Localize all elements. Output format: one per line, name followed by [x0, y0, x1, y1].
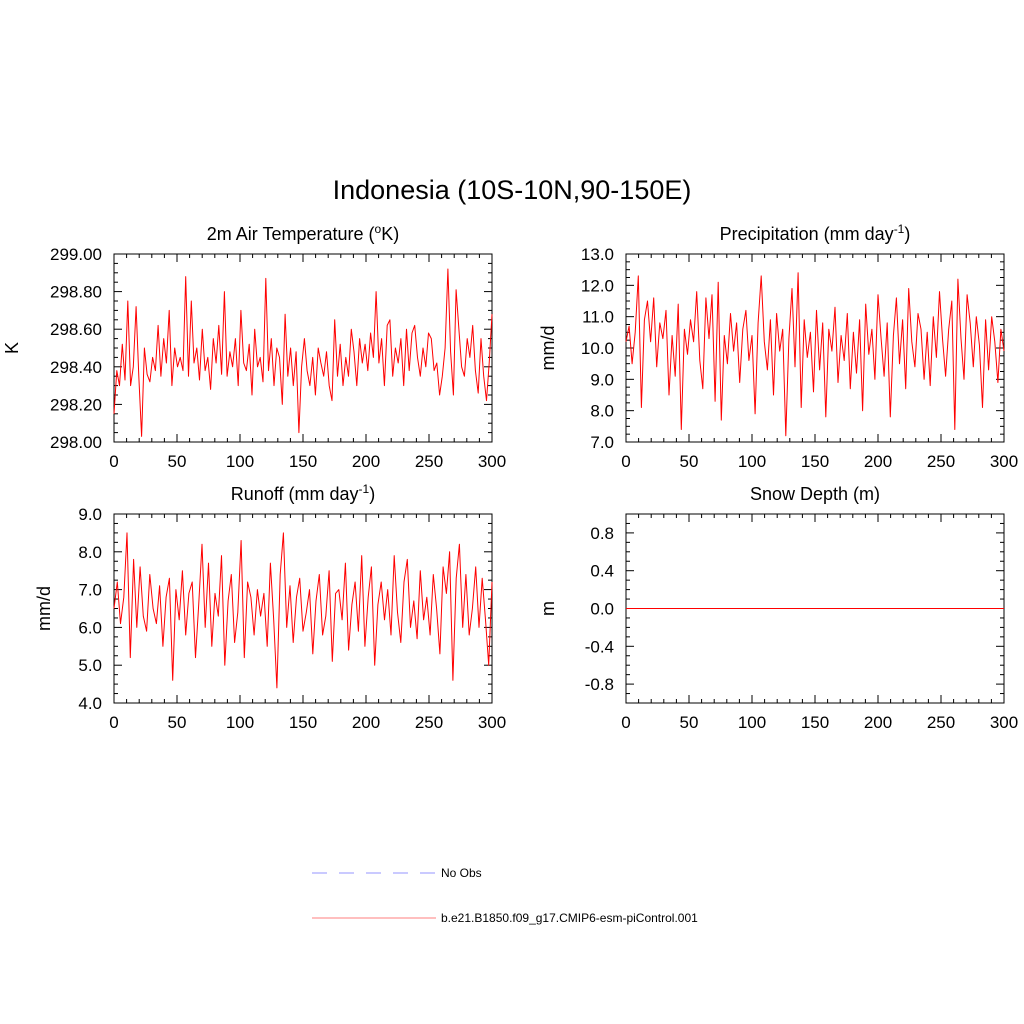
x-tick-label: 300 [990, 452, 1018, 471]
x-tick-label: 200 [864, 452, 892, 471]
y-tick-label: 7.0 [590, 433, 614, 452]
panel-title-end: ) [904, 224, 910, 244]
series-line [113, 532, 493, 689]
panel-3: Runoff (mm day-1) mm/d 0 50 100 150 200 250 300 9… [34, 482, 506, 732]
x-tick-label: 0 [621, 713, 630, 732]
x-tick-label: 50 [168, 713, 187, 732]
y-tick-label: 0.8 [590, 524, 614, 543]
y-tick-label: 12.0 [581, 276, 614, 295]
x-tick-label: 200 [864, 713, 892, 732]
x-tick-label: 200 [352, 452, 380, 471]
y-tick-label: 298.20 [50, 395, 102, 414]
panel-title-sup: -1 [359, 482, 370, 496]
series-line [625, 272, 1005, 437]
x-tick-label: 250 [415, 713, 443, 732]
x-tick-label: 300 [478, 452, 506, 471]
y-tick-label: -0.8 [585, 675, 614, 694]
legend-model-label: b.e21.B1850.f09_g17.CMIP6-esm-piControl.… [441, 911, 698, 925]
x-tick-label: 150 [289, 452, 317, 471]
panel-title: Runoff (mm day-1) [231, 482, 375, 504]
panel-title: Precipitation (mm day-1) [720, 222, 911, 244]
legend-no-obs-label: No Obs [441, 866, 482, 880]
panel-title-sup: -1 [894, 222, 905, 236]
panel-2: Precipitation (mm day-1) mm/d 0 50 100 150 200… [538, 222, 1018, 471]
panel-title-end: K) [381, 224, 399, 244]
x-tick-label: 150 [801, 452, 829, 471]
y-axis-label: m [538, 601, 558, 616]
series-line [113, 268, 493, 437]
y-tick-label: 0.0 [590, 600, 614, 619]
y-tick-label: 7.0 [78, 581, 102, 600]
x-tick-label: 250 [927, 713, 955, 732]
x-tick-label: 250 [927, 452, 955, 471]
x-tick-label: 100 [738, 713, 766, 732]
y-tick-label: -0.4 [585, 637, 614, 656]
y-tick-label: 298.00 [50, 433, 102, 452]
y-tick-label: 298.40 [50, 358, 102, 377]
y-tick-label: 5.0 [78, 656, 102, 675]
y-axis-label: mm/d [538, 326, 558, 371]
y-tick-label: 298.80 [50, 283, 102, 302]
x-tick-label: 300 [990, 713, 1018, 732]
y-tick-label: 298.60 [50, 320, 102, 339]
y-tick-label: 299.00 [50, 245, 102, 264]
x-tick-label: 200 [352, 713, 380, 732]
y-axis-label: mm/d [34, 586, 54, 631]
x-tick-label: 100 [226, 713, 254, 732]
panel-title: 2m Air Temperature (oK) [207, 222, 399, 244]
panel-title-main: Runoff (mm day [231, 484, 359, 504]
x-tick-label: 150 [801, 713, 829, 732]
panel-title-end: ) [369, 484, 375, 504]
x-tick-label: 300 [478, 713, 506, 732]
panel-title-main: 2m Air Temperature ( [207, 224, 375, 244]
x-tick-label: 0 [109, 452, 118, 471]
y-tick-label: 0.4 [590, 562, 614, 581]
y-tick-label: 9.0 [78, 505, 102, 524]
x-tick-label: 50 [168, 452, 187, 471]
x-tick-label: 250 [415, 452, 443, 471]
panels: 2m Air Temperature (oK) K 0 50 100 150 200 250 3… [2, 222, 1018, 732]
main-title: Indonesia (10S-10N,90-150E) [333, 175, 692, 205]
x-tick-label: 0 [109, 713, 118, 732]
y-tick-label: 8.0 [590, 402, 614, 421]
panel-1: 2m Air Temperature (oK) K 0 50 100 150 200 250 3… [2, 222, 506, 471]
x-tick-label: 50 [680, 452, 699, 471]
x-tick-label: 150 [289, 713, 317, 732]
y-axis-label: K [2, 342, 22, 354]
y-tick-label: 8.0 [78, 543, 102, 562]
y-tick-label: 13.0 [581, 245, 614, 264]
legend: No Obs b.e21.B1850.f09_g17.CMIP6-esm-piC… [312, 866, 698, 925]
panel-title-sup: o [375, 222, 382, 236]
panel-title-main: Snow Depth (m) [750, 484, 880, 504]
y-tick-label: 10.0 [581, 339, 614, 358]
y-tick-label: 6.0 [78, 618, 102, 637]
panel-title-main: Precipitation (mm day [720, 224, 894, 244]
y-tick-label: 4.0 [78, 694, 102, 713]
x-tick-label: 0 [621, 452, 630, 471]
x-tick-label: 100 [738, 452, 766, 471]
x-tick-label: 100 [226, 452, 254, 471]
x-tick-label: 50 [680, 713, 699, 732]
panel-title: Snow Depth (m) [750, 484, 880, 504]
panel-4: Snow Depth (m) m 0 50 100 150 200 250 300 0.8 0.4 0… [538, 484, 1018, 732]
y-tick-label: 11.0 [582, 308, 614, 327]
y-tick-label: 9.0 [590, 370, 614, 389]
